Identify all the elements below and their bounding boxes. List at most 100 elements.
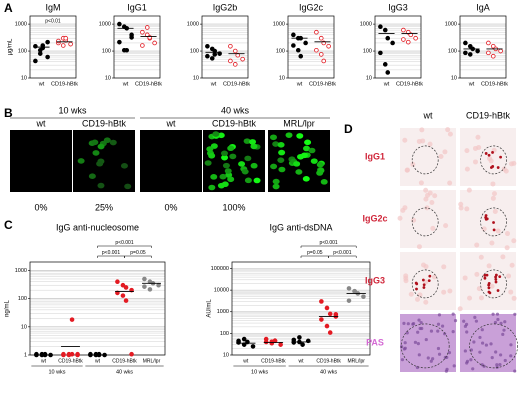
immune-deposit [428, 274, 432, 278]
tissue-texture [437, 313, 442, 317]
data-point [303, 40, 308, 46]
tissue-texture [475, 134, 481, 140]
y-tick-label: 1000 [15, 22, 27, 28]
tissue-texture [504, 245, 510, 251]
y-tick-label: 1000 [217, 309, 229, 315]
tissue-texture [513, 369, 517, 373]
glomerulus-outline [480, 207, 507, 237]
stained-cell [277, 142, 285, 148]
data-point [401, 27, 406, 33]
glomerulus-outline [411, 207, 439, 237]
percent-label: 0% [34, 202, 47, 212]
tissue-texture [464, 148, 470, 154]
y-tick-label: 1000 [15, 268, 27, 274]
x-tick-label: wt [243, 358, 249, 364]
y-tick-label: 1 [24, 352, 27, 358]
tissue-texture [438, 154, 444, 160]
tissue-texture [486, 263, 492, 269]
data-point [63, 35, 69, 41]
glomerulus-outline [411, 269, 439, 299]
stained-cell [204, 160, 212, 166]
tissue-texture [499, 321, 503, 325]
data-point [117, 39, 122, 45]
tissue-texture [442, 149, 448, 155]
tissue-texture [445, 367, 449, 371]
y-tick-label: 10 [223, 352, 229, 358]
tissue-texture [416, 138, 422, 144]
data-point [321, 58, 327, 64]
tissue-texture [403, 341, 407, 345]
tissue-texture [458, 205, 464, 211]
tissue-texture [436, 346, 441, 351]
data-point [346, 286, 352, 291]
x-tick-label: wt [296, 81, 303, 87]
x-tick-label: CD19-hBtk [58, 358, 83, 364]
stained-cell [97, 143, 105, 150]
comparison-label: p<0.001 [102, 250, 120, 256]
x-tick-label: wt [41, 358, 47, 364]
tissue-texture [505, 231, 511, 237]
y-tick-label: 100000 [211, 266, 229, 272]
data-point [300, 342, 305, 347]
immune-deposit [492, 228, 496, 232]
tissue-texture [429, 359, 433, 363]
chart-title: IgM [45, 2, 60, 12]
y-tick-label: 100 [18, 296, 27, 302]
tissue-texture [453, 319, 458, 323]
plot-frame [459, 15, 507, 79]
row-label: IgG1 [365, 151, 385, 161]
stained-cell [221, 154, 229, 161]
data-point [463, 50, 468, 56]
tissue-texture [506, 273, 512, 279]
immune-deposit [415, 287, 418, 291]
tissue-texture [511, 238, 517, 244]
y-tick-label: 100 [448, 49, 457, 55]
immune-deposit [492, 221, 495, 224]
y-tick-label: 10 [279, 75, 285, 81]
tissue-texture [416, 330, 420, 334]
comparison-label: p=0.05 [307, 250, 323, 256]
data-point [250, 344, 256, 349]
tissue-texture [472, 159, 478, 165]
data-point [291, 32, 296, 38]
tissue-texture [495, 228, 501, 234]
histology-image [400, 128, 456, 186]
stained-cell [278, 166, 286, 173]
tissue-texture [447, 351, 452, 355]
stained-cell [278, 149, 286, 156]
y-tick-label: 100 [276, 49, 285, 55]
y-tick-label: 10 [193, 75, 199, 81]
data-point [236, 340, 241, 345]
plot-frame [29, 15, 77, 79]
data-point [124, 47, 130, 53]
tissue-texture [462, 319, 466, 323]
chart-title: IgG anti-dsDNA [269, 222, 332, 232]
microscopy-image [140, 130, 202, 192]
chart-title: IgG2c [299, 2, 324, 12]
data-point [378, 24, 383, 30]
tissue-texture [443, 332, 447, 336]
stained-cell [222, 162, 230, 169]
x-tick-label: wt [122, 81, 129, 87]
data-point [318, 35, 324, 41]
stained-cell [88, 173, 96, 179]
glomerulus-outline [469, 323, 518, 369]
x-tick-label: CD19-hBtk [261, 358, 286, 364]
comparison-bracket [328, 255, 357, 258]
stained-cell [249, 139, 257, 145]
glomerulus-outline [411, 145, 439, 175]
tissue-texture [400, 358, 405, 362]
data-point [278, 342, 283, 347]
immune-deposit [491, 151, 494, 154]
tissue-texture [418, 326, 422, 331]
immune-deposit [487, 286, 491, 290]
stained-cell [206, 146, 214, 152]
immune-deposit [483, 276, 487, 280]
tissue-texture [464, 206, 470, 212]
data-point [123, 298, 129, 303]
stained-cell [293, 161, 301, 167]
plot-frame [29, 261, 166, 356]
x-tick-label: wt [38, 81, 45, 87]
data-point [382, 27, 388, 33]
